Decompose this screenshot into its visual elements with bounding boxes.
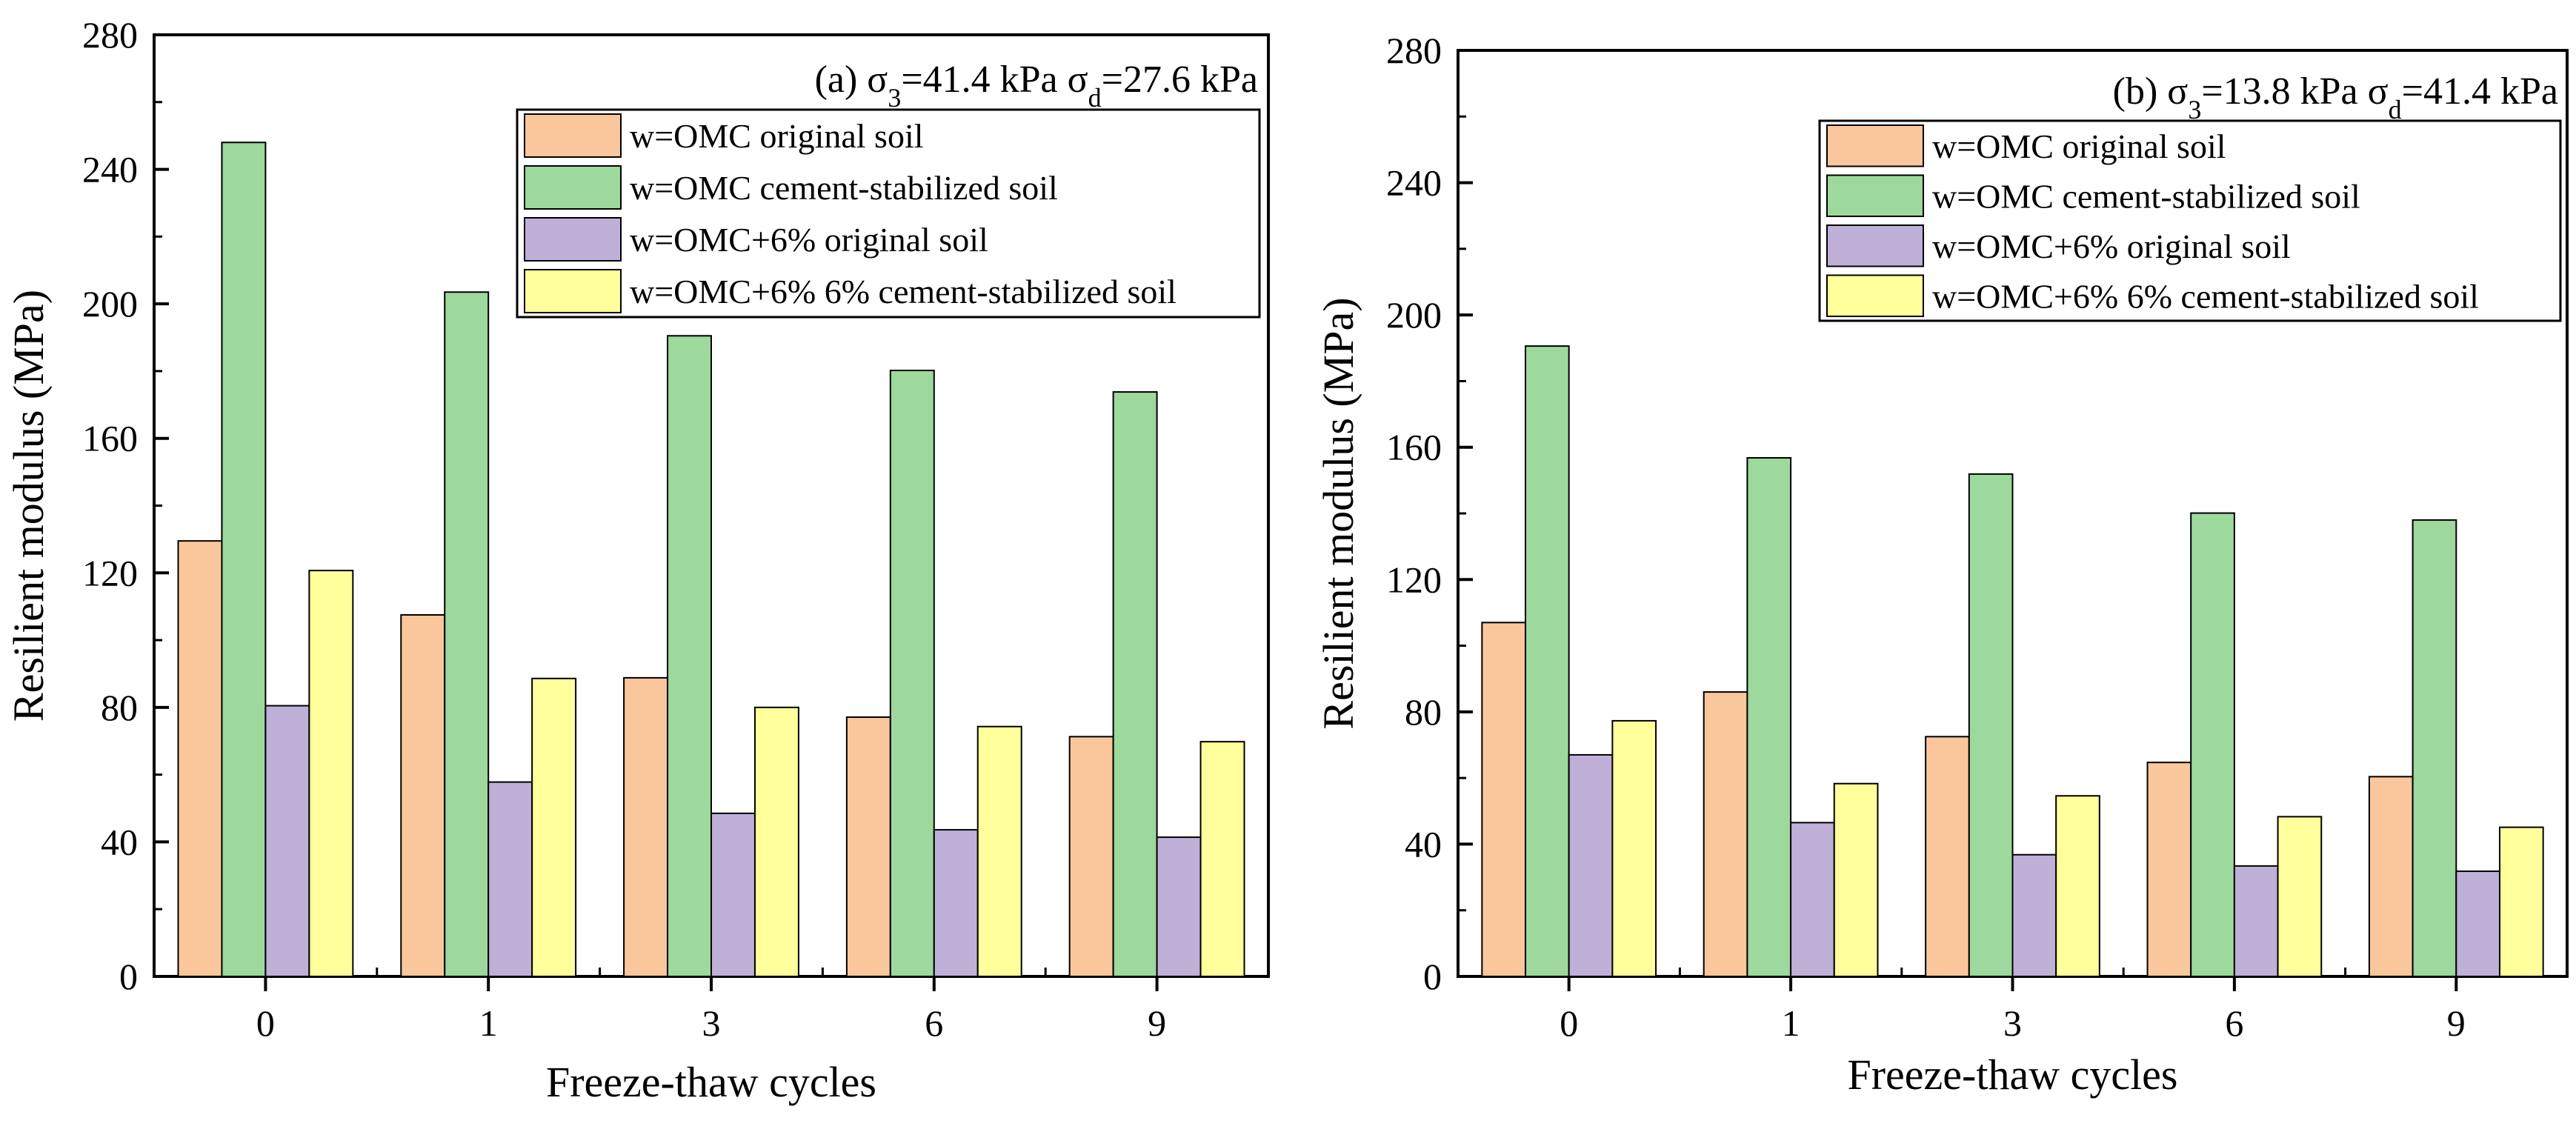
y-axis-title: Resilient modulus (MPa) bbox=[1314, 297, 1362, 729]
x-tick-label: 9 bbox=[2447, 1002, 2466, 1044]
legend-swatch bbox=[524, 269, 622, 313]
x-tick-label: 6 bbox=[2225, 1002, 2243, 1044]
bar bbox=[2368, 776, 2414, 978]
bar bbox=[667, 335, 713, 978]
legend: w=OMC original soil w=OMC cement-stabiliz… bbox=[1818, 119, 2562, 322]
bar bbox=[400, 614, 446, 977]
bar bbox=[1790, 822, 1835, 978]
legend-swatch bbox=[524, 113, 622, 158]
panel-title: (a) σ3=41.4 kPa σd=27.6 kPa bbox=[815, 59, 1258, 113]
bar bbox=[264, 705, 310, 978]
bar bbox=[2055, 795, 2100, 977]
panel-title: (b) σ3=13.8 kPa σd=41.4 kPa bbox=[2113, 70, 2558, 124]
bar bbox=[1568, 753, 1614, 978]
bar bbox=[1833, 782, 1879, 978]
x-tick-label: 9 bbox=[1148, 1002, 1166, 1044]
bar bbox=[1199, 741, 1245, 977]
bar bbox=[845, 716, 891, 977]
legend-label: w=OMC+6% 6% cement-stabilized soil bbox=[630, 273, 1176, 310]
bar bbox=[2011, 853, 2057, 977]
legend-swatch bbox=[1826, 174, 1924, 217]
x-tick-label: 3 bbox=[702, 1002, 721, 1044]
bar bbox=[2277, 816, 2323, 977]
bar bbox=[1525, 345, 1570, 978]
x-axis-title: Freeze-thaw cycles bbox=[546, 1058, 876, 1106]
bar bbox=[889, 370, 935, 978]
bar bbox=[2233, 865, 2279, 977]
y-tick-label: 120 bbox=[1386, 559, 1442, 600]
y-tick-label: 40 bbox=[101, 821, 138, 862]
legend-label: w=OMC original soil bbox=[630, 117, 924, 155]
bar bbox=[1611, 719, 1657, 977]
bar bbox=[1968, 473, 2014, 977]
y-tick-label: 80 bbox=[101, 687, 138, 728]
bar bbox=[177, 540, 223, 977]
bar bbox=[2146, 762, 2192, 978]
y-tick-label: 0 bbox=[1423, 956, 1442, 997]
x-tick-label: 1 bbox=[1782, 1002, 1800, 1044]
bar bbox=[1156, 836, 1202, 978]
y-tick-label: 280 bbox=[82, 14, 138, 56]
y-tick-label: 80 bbox=[1405, 691, 1442, 733]
x-axis-title: Freeze-thaw cycles bbox=[1847, 1051, 2177, 1099]
bar bbox=[710, 812, 756, 977]
bar bbox=[1746, 457, 1792, 977]
y-axis-title: Resilient modulus (MPa) bbox=[4, 290, 53, 722]
y-tick-label: 240 bbox=[1386, 162, 1442, 204]
legend-label: w=OMC+6% original soil bbox=[630, 221, 988, 259]
bar bbox=[2412, 519, 2457, 977]
legend-label: w=OMC+6% original soil bbox=[1932, 227, 2291, 265]
bar bbox=[531, 677, 577, 977]
y-tick-label: 40 bbox=[1405, 823, 1442, 865]
y-tick-label: 0 bbox=[119, 956, 138, 997]
chart-panel-b: 0 40 80 120 160 200 240 280 0 1 3 6 9 Resilient modul… bbox=[1314, 30, 2569, 1099]
x-tick-label: 1 bbox=[479, 1002, 498, 1044]
legend-swatch bbox=[1826, 124, 1924, 167]
legend-swatch bbox=[1826, 224, 1924, 267]
bar bbox=[221, 142, 267, 977]
y-tick-label: 200 bbox=[82, 283, 138, 324]
bar bbox=[1481, 622, 1527, 977]
legend-label: w=OMC cement-stabilized soil bbox=[630, 169, 1058, 207]
bar bbox=[1112, 391, 1158, 977]
x-tick-label: 0 bbox=[256, 1002, 275, 1044]
bar bbox=[1068, 736, 1114, 977]
bar bbox=[623, 676, 669, 977]
bar bbox=[444, 291, 490, 977]
y-tick-label: 240 bbox=[82, 149, 138, 190]
y-tick-label: 160 bbox=[1386, 427, 1442, 468]
y-tick-label: 120 bbox=[82, 552, 138, 593]
bar bbox=[2498, 826, 2544, 978]
legend-swatch bbox=[524, 165, 622, 210]
bar bbox=[308, 570, 354, 977]
legend-label: w=OMC cement-stabilized soil bbox=[1932, 177, 2360, 215]
bar bbox=[976, 725, 1022, 977]
bar bbox=[933, 829, 979, 978]
chart-panel-a: 0 40 80 120 160 200 240 280 0 1 3 6 9 Resilient modul… bbox=[4, 14, 1270, 1106]
y-tick-label: 160 bbox=[82, 418, 138, 459]
y-tick-label: 200 bbox=[1386, 294, 1442, 336]
x-tick-label: 3 bbox=[2003, 1002, 2022, 1044]
bar bbox=[1925, 736, 1970, 977]
x-tick-label: 0 bbox=[1560, 1002, 1578, 1044]
legend-box bbox=[516, 108, 1261, 319]
bar bbox=[1703, 691, 1748, 977]
legend: w=OMC original soil w=OMC cement-stabiliz… bbox=[516, 108, 1261, 319]
legend-swatch bbox=[524, 217, 622, 262]
bar bbox=[2455, 870, 2500, 978]
legend-swatch bbox=[1826, 274, 1924, 317]
legend-label: w=OMC original soil bbox=[1932, 127, 2226, 165]
bar bbox=[753, 706, 799, 977]
bar bbox=[2190, 512, 2235, 977]
y-tick-label: 280 bbox=[1386, 30, 1442, 71]
legend-label: w=OMC+6% 6% cement-stabilized soil bbox=[1932, 277, 2479, 315]
bar bbox=[487, 781, 533, 977]
x-tick-label: 6 bbox=[925, 1002, 943, 1044]
legend-box bbox=[1818, 119, 2562, 322]
